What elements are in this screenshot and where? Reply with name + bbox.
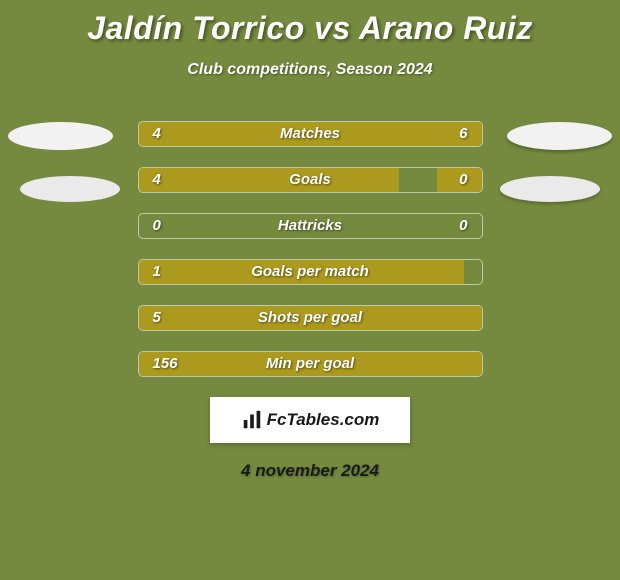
avatar-placeholder-left-top	[8, 122, 113, 150]
page-title: Jaldín Torrico vs Arano Ruiz	[0, 0, 620, 47]
avatar-placeholder-left-bottom	[20, 176, 120, 202]
bar-label: Hattricks	[139, 214, 482, 238]
bar-label: Shots per goal	[139, 306, 482, 330]
bar-row-goals-per-match: 1 Goals per match	[138, 259, 483, 285]
bar-label: Goals	[139, 168, 482, 192]
bar-value-right: 6	[459, 122, 467, 146]
page-subtitle: Club competitions, Season 2024	[0, 61, 620, 79]
bar-row-min-per-goal: 156 Min per goal	[138, 351, 483, 377]
bar-row-matches: 4 Matches 6	[138, 121, 483, 147]
avatar-placeholder-right-top	[507, 122, 612, 150]
bar-row-shots-per-goal: 5 Shots per goal	[138, 305, 483, 331]
bar-value-right: 0	[459, 214, 467, 238]
footer-date: 4 november 2024	[0, 461, 620, 481]
bar-row-hattricks: 0 Hattricks 0	[138, 213, 483, 239]
bar-label: Matches	[139, 122, 482, 146]
bar-chart-icon	[241, 409, 263, 431]
comparison-bars: 4 Matches 6 4 Goals 0 0 Hattricks 0 1 Go…	[138, 121, 483, 377]
bar-row-goals: 4 Goals 0	[138, 167, 483, 193]
brand-text: FcTables.com	[267, 410, 380, 430]
brand-badge: FcTables.com	[210, 397, 410, 443]
bar-label: Goals per match	[139, 260, 482, 284]
bar-value-right: 0	[459, 168, 467, 192]
avatar-placeholder-right-bottom	[500, 176, 600, 202]
bar-label: Min per goal	[139, 352, 482, 376]
